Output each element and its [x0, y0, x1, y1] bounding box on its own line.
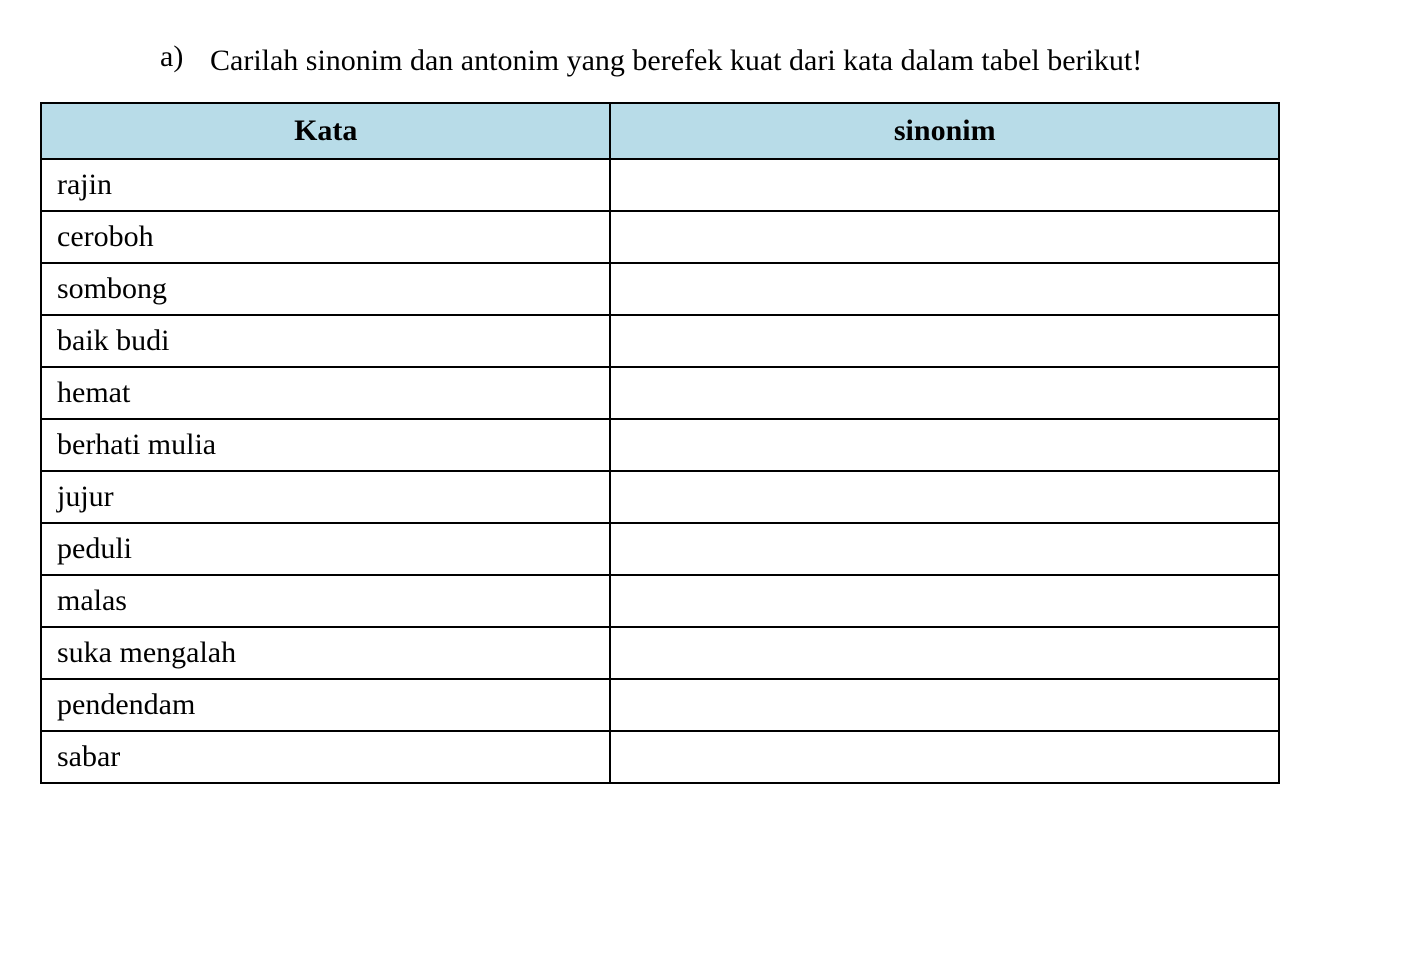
- table-row: suka mengalah: [41, 627, 1279, 679]
- cell-kata: sabar: [41, 731, 610, 783]
- cell-sinonim[interactable]: [610, 159, 1279, 211]
- synonym-table: Kata sinonim rajin ceroboh sombong baik …: [40, 102, 1280, 784]
- table-row: rajin: [41, 159, 1279, 211]
- table-row: malas: [41, 575, 1279, 627]
- table-row: sabar: [41, 731, 1279, 783]
- table-row: sombong: [41, 263, 1279, 315]
- cell-sinonim[interactable]: [610, 575, 1279, 627]
- table-row: pendendam: [41, 679, 1279, 731]
- table-row: baik budi: [41, 315, 1279, 367]
- instruction-text: Carilah sinonim dan antonim yang berefek…: [210, 40, 1142, 82]
- table-row: jujur: [41, 471, 1279, 523]
- cell-sinonim[interactable]: [610, 367, 1279, 419]
- table-row: peduli: [41, 523, 1279, 575]
- cell-kata: peduli: [41, 523, 610, 575]
- cell-kata: hemat: [41, 367, 610, 419]
- cell-kata: berhati mulia: [41, 419, 610, 471]
- cell-sinonim[interactable]: [610, 679, 1279, 731]
- cell-kata: sombong: [41, 263, 610, 315]
- cell-sinonim[interactable]: [610, 263, 1279, 315]
- table-row: hemat: [41, 367, 1279, 419]
- cell-kata: rajin: [41, 159, 610, 211]
- table-header-row: Kata sinonim: [41, 103, 1279, 159]
- cell-sinonim[interactable]: [610, 627, 1279, 679]
- table-header-sinonim: sinonim: [610, 103, 1279, 159]
- cell-sinonim[interactable]: [610, 315, 1279, 367]
- instruction-row: a) Carilah sinonim dan antonim yang bere…: [40, 40, 1379, 82]
- cell-kata: pendendam: [41, 679, 610, 731]
- cell-kata: baik budi: [41, 315, 610, 367]
- table-header-kata: Kata: [41, 103, 610, 159]
- instruction-marker: a): [160, 40, 190, 82]
- cell-sinonim[interactable]: [610, 523, 1279, 575]
- cell-sinonim[interactable]: [610, 731, 1279, 783]
- cell-kata: jujur: [41, 471, 610, 523]
- document-container: a) Carilah sinonim dan antonim yang bere…: [40, 40, 1379, 784]
- cell-sinonim[interactable]: [610, 471, 1279, 523]
- cell-sinonim[interactable]: [610, 211, 1279, 263]
- table-row: ceroboh: [41, 211, 1279, 263]
- cell-kata: ceroboh: [41, 211, 610, 263]
- cell-sinonim[interactable]: [610, 419, 1279, 471]
- cell-kata: suka mengalah: [41, 627, 610, 679]
- table-body: rajin ceroboh sombong baik budi hemat be…: [41, 159, 1279, 783]
- cell-kata: malas: [41, 575, 610, 627]
- table-row: berhati mulia: [41, 419, 1279, 471]
